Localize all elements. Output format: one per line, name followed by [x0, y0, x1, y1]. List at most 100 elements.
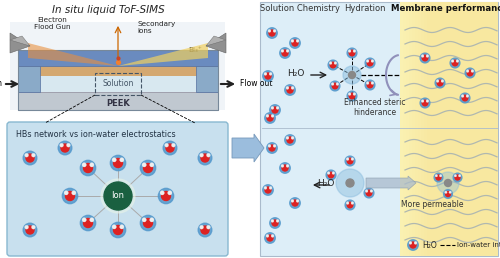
- Circle shape: [24, 153, 28, 157]
- Circle shape: [269, 187, 272, 189]
- Circle shape: [452, 60, 458, 66]
- Circle shape: [80, 215, 96, 231]
- Circle shape: [462, 95, 468, 101]
- Bar: [400, 2, 403, 256]
- Circle shape: [268, 29, 271, 32]
- Circle shape: [264, 72, 267, 75]
- Circle shape: [120, 158, 124, 162]
- Circle shape: [471, 70, 474, 72]
- Polygon shape: [28, 43, 118, 66]
- Text: In situ liquid ToF-SIMS: In situ liquid ToF-SIMS: [52, 5, 164, 15]
- Circle shape: [422, 100, 424, 102]
- Circle shape: [266, 235, 269, 237]
- Circle shape: [462, 95, 464, 97]
- Circle shape: [276, 220, 279, 222]
- Circle shape: [351, 158, 354, 160]
- Circle shape: [80, 160, 96, 176]
- Bar: [95, 73, 141, 95]
- Circle shape: [280, 48, 290, 58]
- Text: Flow in: Flow in: [0, 79, 2, 88]
- Circle shape: [348, 93, 351, 95]
- Circle shape: [466, 95, 468, 97]
- Circle shape: [454, 175, 456, 177]
- Polygon shape: [118, 43, 208, 66]
- Circle shape: [291, 136, 294, 139]
- Circle shape: [285, 135, 295, 145]
- Circle shape: [435, 175, 438, 177]
- Circle shape: [437, 80, 443, 86]
- Text: Hydration: Hydration: [344, 4, 386, 13]
- Circle shape: [164, 143, 168, 147]
- Bar: [18, 66, 218, 76]
- Circle shape: [367, 82, 373, 88]
- Circle shape: [168, 191, 172, 195]
- Circle shape: [90, 163, 94, 167]
- Circle shape: [162, 191, 170, 200]
- Circle shape: [281, 50, 284, 52]
- Circle shape: [32, 153, 36, 157]
- Text: Ion: Ion: [112, 191, 124, 200]
- Circle shape: [206, 225, 210, 229]
- Circle shape: [440, 175, 442, 177]
- Bar: [18, 50, 218, 66]
- Circle shape: [110, 155, 126, 171]
- Circle shape: [271, 220, 274, 222]
- Circle shape: [420, 98, 430, 108]
- Circle shape: [465, 68, 475, 78]
- Circle shape: [90, 218, 94, 222]
- Text: More permeable: More permeable: [401, 200, 463, 209]
- Text: Flow out: Flow out: [240, 79, 272, 88]
- Circle shape: [163, 141, 177, 155]
- Circle shape: [267, 28, 277, 38]
- Circle shape: [296, 199, 299, 202]
- Text: Electron
Flood Gun: Electron Flood Gun: [34, 17, 70, 30]
- Circle shape: [269, 145, 275, 151]
- Circle shape: [266, 115, 269, 117]
- Circle shape: [435, 78, 445, 88]
- Circle shape: [332, 83, 338, 89]
- Bar: [18, 92, 218, 110]
- Circle shape: [272, 220, 278, 226]
- Circle shape: [267, 143, 277, 153]
- Circle shape: [345, 156, 355, 166]
- Text: Secondary
ions: Secondary ions: [137, 21, 175, 34]
- Circle shape: [286, 86, 289, 89]
- Bar: [424, 2, 427, 256]
- Text: HBs network vs ion-water electrostatics: HBs network vs ion-water electrostatics: [16, 130, 175, 139]
- Circle shape: [290, 38, 300, 48]
- Circle shape: [282, 165, 288, 171]
- Circle shape: [60, 143, 64, 147]
- Circle shape: [198, 223, 212, 237]
- Circle shape: [328, 172, 330, 174]
- Circle shape: [285, 85, 295, 95]
- Circle shape: [347, 158, 353, 164]
- Circle shape: [371, 82, 374, 84]
- Circle shape: [200, 153, 203, 157]
- FancyBboxPatch shape: [7, 122, 228, 256]
- Text: Bi₃⁺: Bi₃⁺: [188, 47, 202, 53]
- Circle shape: [349, 93, 355, 99]
- Circle shape: [437, 172, 459, 194]
- Bar: [403, 2, 406, 256]
- Bar: [415, 2, 418, 256]
- Circle shape: [269, 72, 272, 75]
- Circle shape: [112, 158, 116, 162]
- Circle shape: [58, 141, 72, 155]
- Circle shape: [84, 219, 92, 228]
- Circle shape: [467, 70, 473, 76]
- Text: Enhanced steric
hinderance: Enhanced steric hinderance: [344, 98, 406, 117]
- Circle shape: [347, 48, 357, 58]
- Circle shape: [114, 225, 122, 235]
- Circle shape: [366, 190, 372, 196]
- Circle shape: [264, 187, 267, 189]
- Circle shape: [66, 143, 70, 147]
- Circle shape: [263, 71, 273, 81]
- Circle shape: [104, 182, 132, 210]
- Circle shape: [292, 200, 298, 206]
- Circle shape: [23, 151, 37, 165]
- FancyArrow shape: [232, 134, 264, 162]
- Circle shape: [26, 226, 34, 234]
- Bar: [400, 2, 498, 256]
- Circle shape: [150, 218, 154, 222]
- Circle shape: [434, 173, 443, 182]
